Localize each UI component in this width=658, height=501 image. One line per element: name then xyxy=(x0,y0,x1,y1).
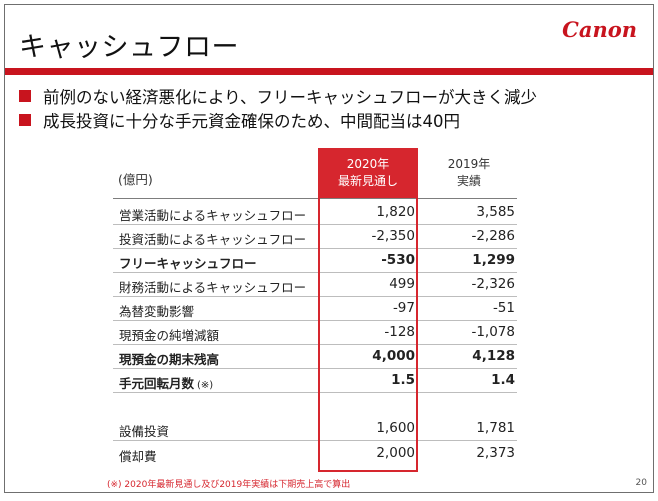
value-2019: 1,299 xyxy=(472,252,515,268)
canon-logo: Canon xyxy=(562,17,637,42)
value-2019: 3,585 xyxy=(476,204,515,220)
value-2019: 4,128 xyxy=(472,348,515,364)
column-header-2019: 2019年 実績 xyxy=(423,156,515,190)
table-row: 営業活動によるキャッシュフロー 1,820 3,585 xyxy=(113,201,517,225)
table-row: 投資活動によるキャッシュフロー -2,350 -2,286 xyxy=(113,225,517,249)
row-label: 設備投資 xyxy=(119,421,169,440)
row-label-text: 手元回転月数 xyxy=(119,376,194,391)
page-number: 20 xyxy=(636,478,647,488)
bullet-text: 前例のない経済悪化により、フリーキャッシュフローが大きく減少 xyxy=(43,84,537,108)
header-rule xyxy=(113,198,517,199)
highlight-2020-column xyxy=(318,148,418,472)
table-row: 現預金の期末残高 4,000 4,128 xyxy=(113,345,517,369)
bullet-list: 前例のない経済悪化により、フリーキャッシュフローが大きく減少 成長投資に十分な手… xyxy=(19,84,537,132)
value-2019: -2,286 xyxy=(471,228,515,244)
table-row: 手元回転月数 (※) 1.5 1.4 xyxy=(113,369,517,393)
table-unit: (億円) xyxy=(118,169,153,188)
value-2019: -1,078 xyxy=(471,324,515,340)
value-2019: -51 xyxy=(493,300,515,316)
row-label: 現預金の期末残高 xyxy=(119,349,219,368)
value-2019: 1.4 xyxy=(491,372,515,388)
table-row: 現預金の純増減額 -128 -1,078 xyxy=(113,321,517,345)
bullet-square-icon xyxy=(19,90,31,102)
bullet-text: 成長投資に十分な手元資金確保のため、中間配当は40円 xyxy=(43,108,460,132)
row-note: (※) xyxy=(197,380,213,391)
bullet-square-icon xyxy=(19,114,31,126)
column-header-2019-year: 2019年 xyxy=(423,156,515,173)
row-label: 手元回転月数 (※) xyxy=(119,373,213,392)
slide-title: キャッシュフロー xyxy=(19,25,239,64)
table-row: 為替変動影響 -97 -51 xyxy=(113,297,517,321)
slide: キャッシュフロー Canon 前例のない経済悪化により、フリーキャッシュフローが… xyxy=(4,4,654,493)
row-label: 為替変動影響 xyxy=(119,301,194,320)
value-2019: 2,373 xyxy=(476,445,515,461)
row-label: 投資活動によるキャッシュフロー xyxy=(119,229,306,248)
row-label: 償却費 xyxy=(119,446,157,465)
table-row: 償却費 2,000 2,373 xyxy=(113,442,517,466)
table-row: フリーキャッシュフロー -530 1,299 xyxy=(113,249,517,273)
footnote: (※) 2020年最新見通し及び2019年実績は下期売上高で算出 xyxy=(107,477,350,490)
row-label: 営業活動によるキャッシュフロー xyxy=(119,205,306,224)
table-row: 財務活動によるキャッシュフロー 499 -2,326 xyxy=(113,273,517,297)
row-label: 現預金の純増減額 xyxy=(119,325,219,344)
table-row: 設備投資 1,600 1,781 xyxy=(113,417,517,441)
value-2019: 1,781 xyxy=(476,420,515,436)
bullet-item: 前例のない経済悪化により、フリーキャッシュフローが大きく減少 xyxy=(19,84,537,108)
bullet-item: 成長投資に十分な手元資金確保のため、中間配当は40円 xyxy=(19,108,537,132)
column-header-2019-sub: 実績 xyxy=(423,173,515,190)
row-label: 財務活動によるキャッシュフロー xyxy=(119,277,306,296)
title-divider xyxy=(5,68,653,75)
row-label: フリーキャッシュフロー xyxy=(119,253,257,272)
value-2019: -2,326 xyxy=(471,276,515,292)
